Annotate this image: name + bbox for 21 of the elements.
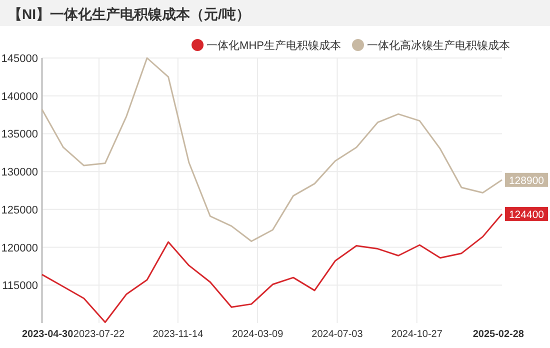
x-tick-label: 2024-10-27 [391,329,443,340]
line-series [41,57,503,242]
line-series [41,213,503,323]
chart-title: 【NI】一体化生产电积镍成本（元/吨） [8,6,250,22]
x-tick-label: 2025-02-28 [472,329,524,340]
y-tick-label: 130000 [1,166,38,179]
y-tick-label: 120000 [1,242,38,254]
x-tick-label: 2024-07-03 [312,329,364,340]
y-tick-label: 140000 [1,90,38,103]
y-tick-label: 125000 [1,204,38,216]
y-tick-label: 135000 [1,128,38,141]
data-label: 128900 [508,174,544,187]
x-tick-label: 2023-07-22 [73,329,125,340]
legend-label: 一体化高冰镍生产电积镍成本 [367,39,510,52]
y-tick-label: 145000 [1,53,38,65]
x-tick-label: 2023-11-14 [152,329,204,340]
x-tick-label: 2023-04-30 [22,329,74,340]
x-tick-label: 2024-03-09 [232,329,284,340]
data-label: 124400 [508,208,544,221]
legend-label: 一体化MHP生产电积镍成本 [206,39,341,52]
y-tick-label: 115000 [2,280,38,292]
